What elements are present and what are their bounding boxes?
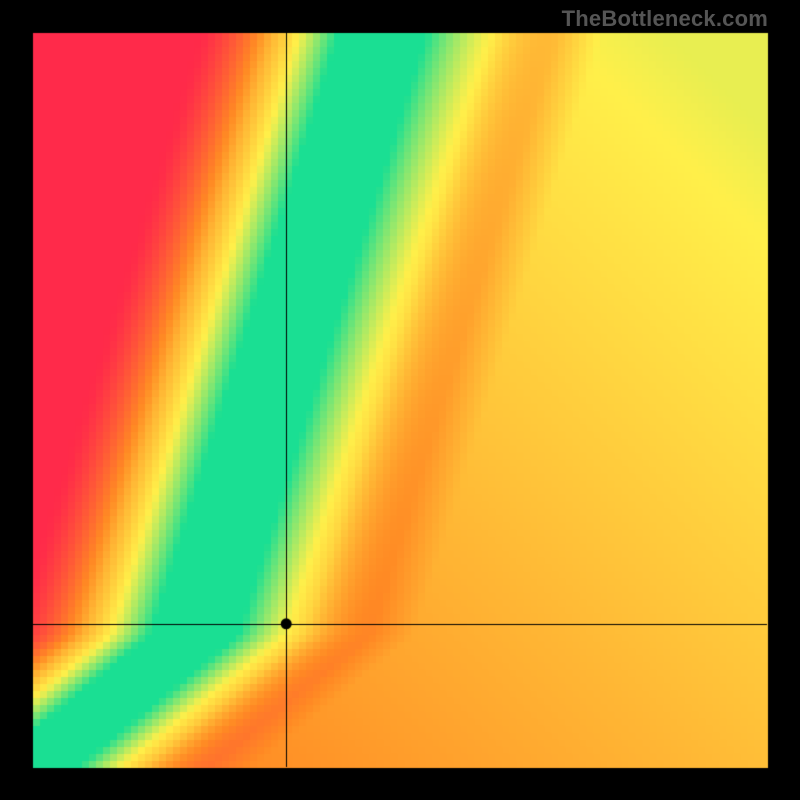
bottleneck-heatmap-canvas <box>0 0 800 800</box>
chart-root: TheBottleneck.com <box>0 0 800 800</box>
